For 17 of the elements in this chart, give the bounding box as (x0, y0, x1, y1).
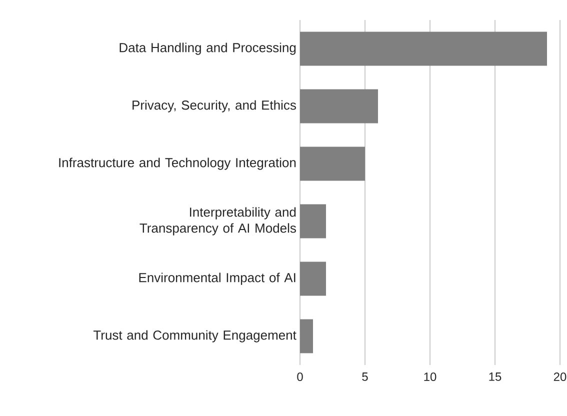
bar (300, 319, 313, 354)
y-tick-label: Infrastructure and Technology Integration (59, 158, 296, 170)
y-tick-label: Interpretability and Transparency of AI Models (140, 207, 296, 236)
bar (300, 204, 326, 238)
x-tick-label: 15 (489, 372, 502, 381)
y-tick-label: Data Handling and Processing (120, 42, 296, 55)
y-tick-label: Environmental Impact of AI (139, 272, 296, 285)
bar (300, 89, 378, 124)
bar (300, 146, 365, 181)
x-tick-label: 5 (362, 372, 368, 381)
y-tick-label: Trust and Community Engagement (93, 330, 296, 342)
bar (300, 262, 326, 296)
y-tick-label: Privacy, Security, and Ethics (132, 100, 296, 112)
x-tick-label: 20 (554, 372, 566, 382)
x-tick-label: 10 (424, 372, 436, 382)
bar (300, 32, 547, 66)
x-tick-label: 0 (297, 372, 303, 382)
